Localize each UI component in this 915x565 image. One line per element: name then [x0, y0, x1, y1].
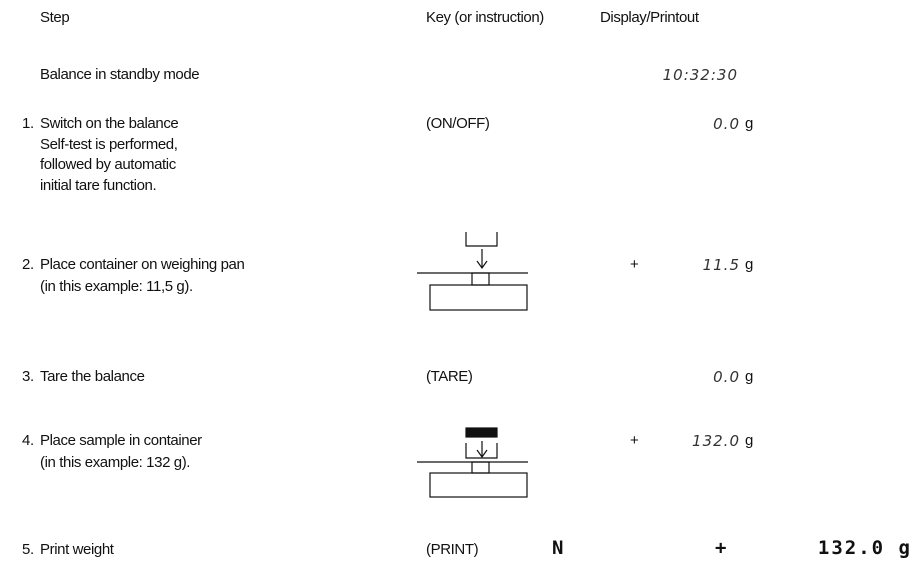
step-number: 1. — [22, 114, 34, 134]
step-text: Switch on the balance — [40, 114, 178, 134]
unit: g — [745, 114, 753, 134]
step-text: Tare the balance — [40, 367, 145, 387]
key: (TARE) — [426, 367, 472, 387]
step-text: Balance in standby mode — [40, 65, 199, 85]
key: (PRINT) — [426, 540, 478, 560]
unit: g — [745, 367, 753, 387]
header-display: Display/Printout — [600, 8, 699, 28]
step-number: 3. — [22, 367, 34, 387]
display: 10:32:30 — [600, 65, 738, 85]
printout: N — [552, 538, 565, 558]
sample-diagram — [417, 428, 528, 497]
step-text: Place sample in container — [40, 431, 202, 451]
display: 0.0 — [600, 367, 740, 387]
step-text: Self-test is performed, — [40, 135, 178, 155]
step-text: followed by automatic — [40, 155, 176, 175]
unit: g — [745, 431, 753, 451]
step-number: 2. — [22, 255, 34, 275]
sign: + — [630, 255, 638, 275]
display: 11.5 — [660, 255, 740, 275]
display: 132.0 — [660, 431, 740, 451]
step-text: initial tare function. — [40, 176, 156, 196]
header-key: Key (or instruction) — [426, 8, 544, 28]
header-step: Step — [40, 8, 69, 28]
step-text: Place container on weighing pan — [40, 255, 244, 275]
unit: g — [745, 255, 753, 275]
step-text: (in this example: 132 g). — [40, 453, 190, 473]
display: 0.0 — [600, 114, 740, 134]
step-text: (in this example: 11,5 g). — [40, 277, 193, 297]
printout: 132.0 g — [780, 538, 912, 558]
instruction-page: Step Key (or instruction) Display/Printo… — [0, 0, 915, 565]
key: (ON/OFF) — [426, 114, 489, 134]
container-diagram — [417, 232, 528, 310]
step-number: 4. — [22, 431, 34, 451]
printout: + — [715, 538, 728, 558]
step-number: 5. — [22, 540, 34, 560]
step-text: Print weight — [40, 540, 114, 560]
sign: + — [630, 431, 638, 451]
